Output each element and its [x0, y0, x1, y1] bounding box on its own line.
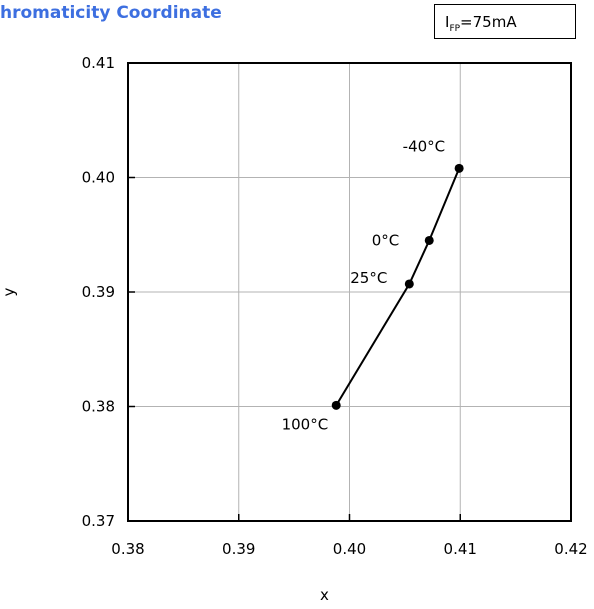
- x-tick-label: 0.40: [333, 540, 366, 558]
- x-tick-label: 0.41: [444, 540, 477, 558]
- data-point: [331, 400, 341, 410]
- y-tick-label: 0.38: [82, 398, 115, 416]
- series-line: [335, 167, 461, 406]
- chart-title: hromaticity Coordinate: [0, 3, 222, 23]
- data-label: 25°C: [350, 269, 387, 287]
- x-tick-label: 0.42: [554, 540, 587, 558]
- condition-subscript: FP: [449, 24, 461, 34]
- y-tick-label: 0.39: [82, 283, 115, 301]
- condition-label: IFP=75mA: [434, 4, 576, 39]
- y-axis-label: y: [0, 287, 18, 296]
- data-point: [424, 235, 434, 245]
- data-label: 100°C: [282, 415, 329, 433]
- data-label: 0°C: [372, 231, 400, 249]
- y-tick-label: 0.40: [82, 169, 115, 187]
- data-point: [404, 279, 414, 289]
- y-tick-label: 0.37: [82, 512, 115, 530]
- x-axis-label: x: [320, 586, 329, 604]
- data-series: -40°C 0°C 25°C 100°C: [282, 137, 464, 433]
- x-tick-label: 0.39: [222, 540, 255, 558]
- condition-value: =75mA: [460, 13, 517, 31]
- x-tick-label: 0.38: [111, 540, 144, 558]
- y-tick-label: 0.41: [82, 54, 115, 72]
- data-point: [454, 163, 464, 173]
- data-label: -40°C: [403, 137, 445, 155]
- condition-symbol: I: [445, 13, 450, 31]
- grid-lines: [128, 63, 571, 521]
- axis-ticks: 0.38 0.39 0.40 0.41 0.42 0.37 0.38 0.39 0.40 0.41: [82, 54, 588, 558]
